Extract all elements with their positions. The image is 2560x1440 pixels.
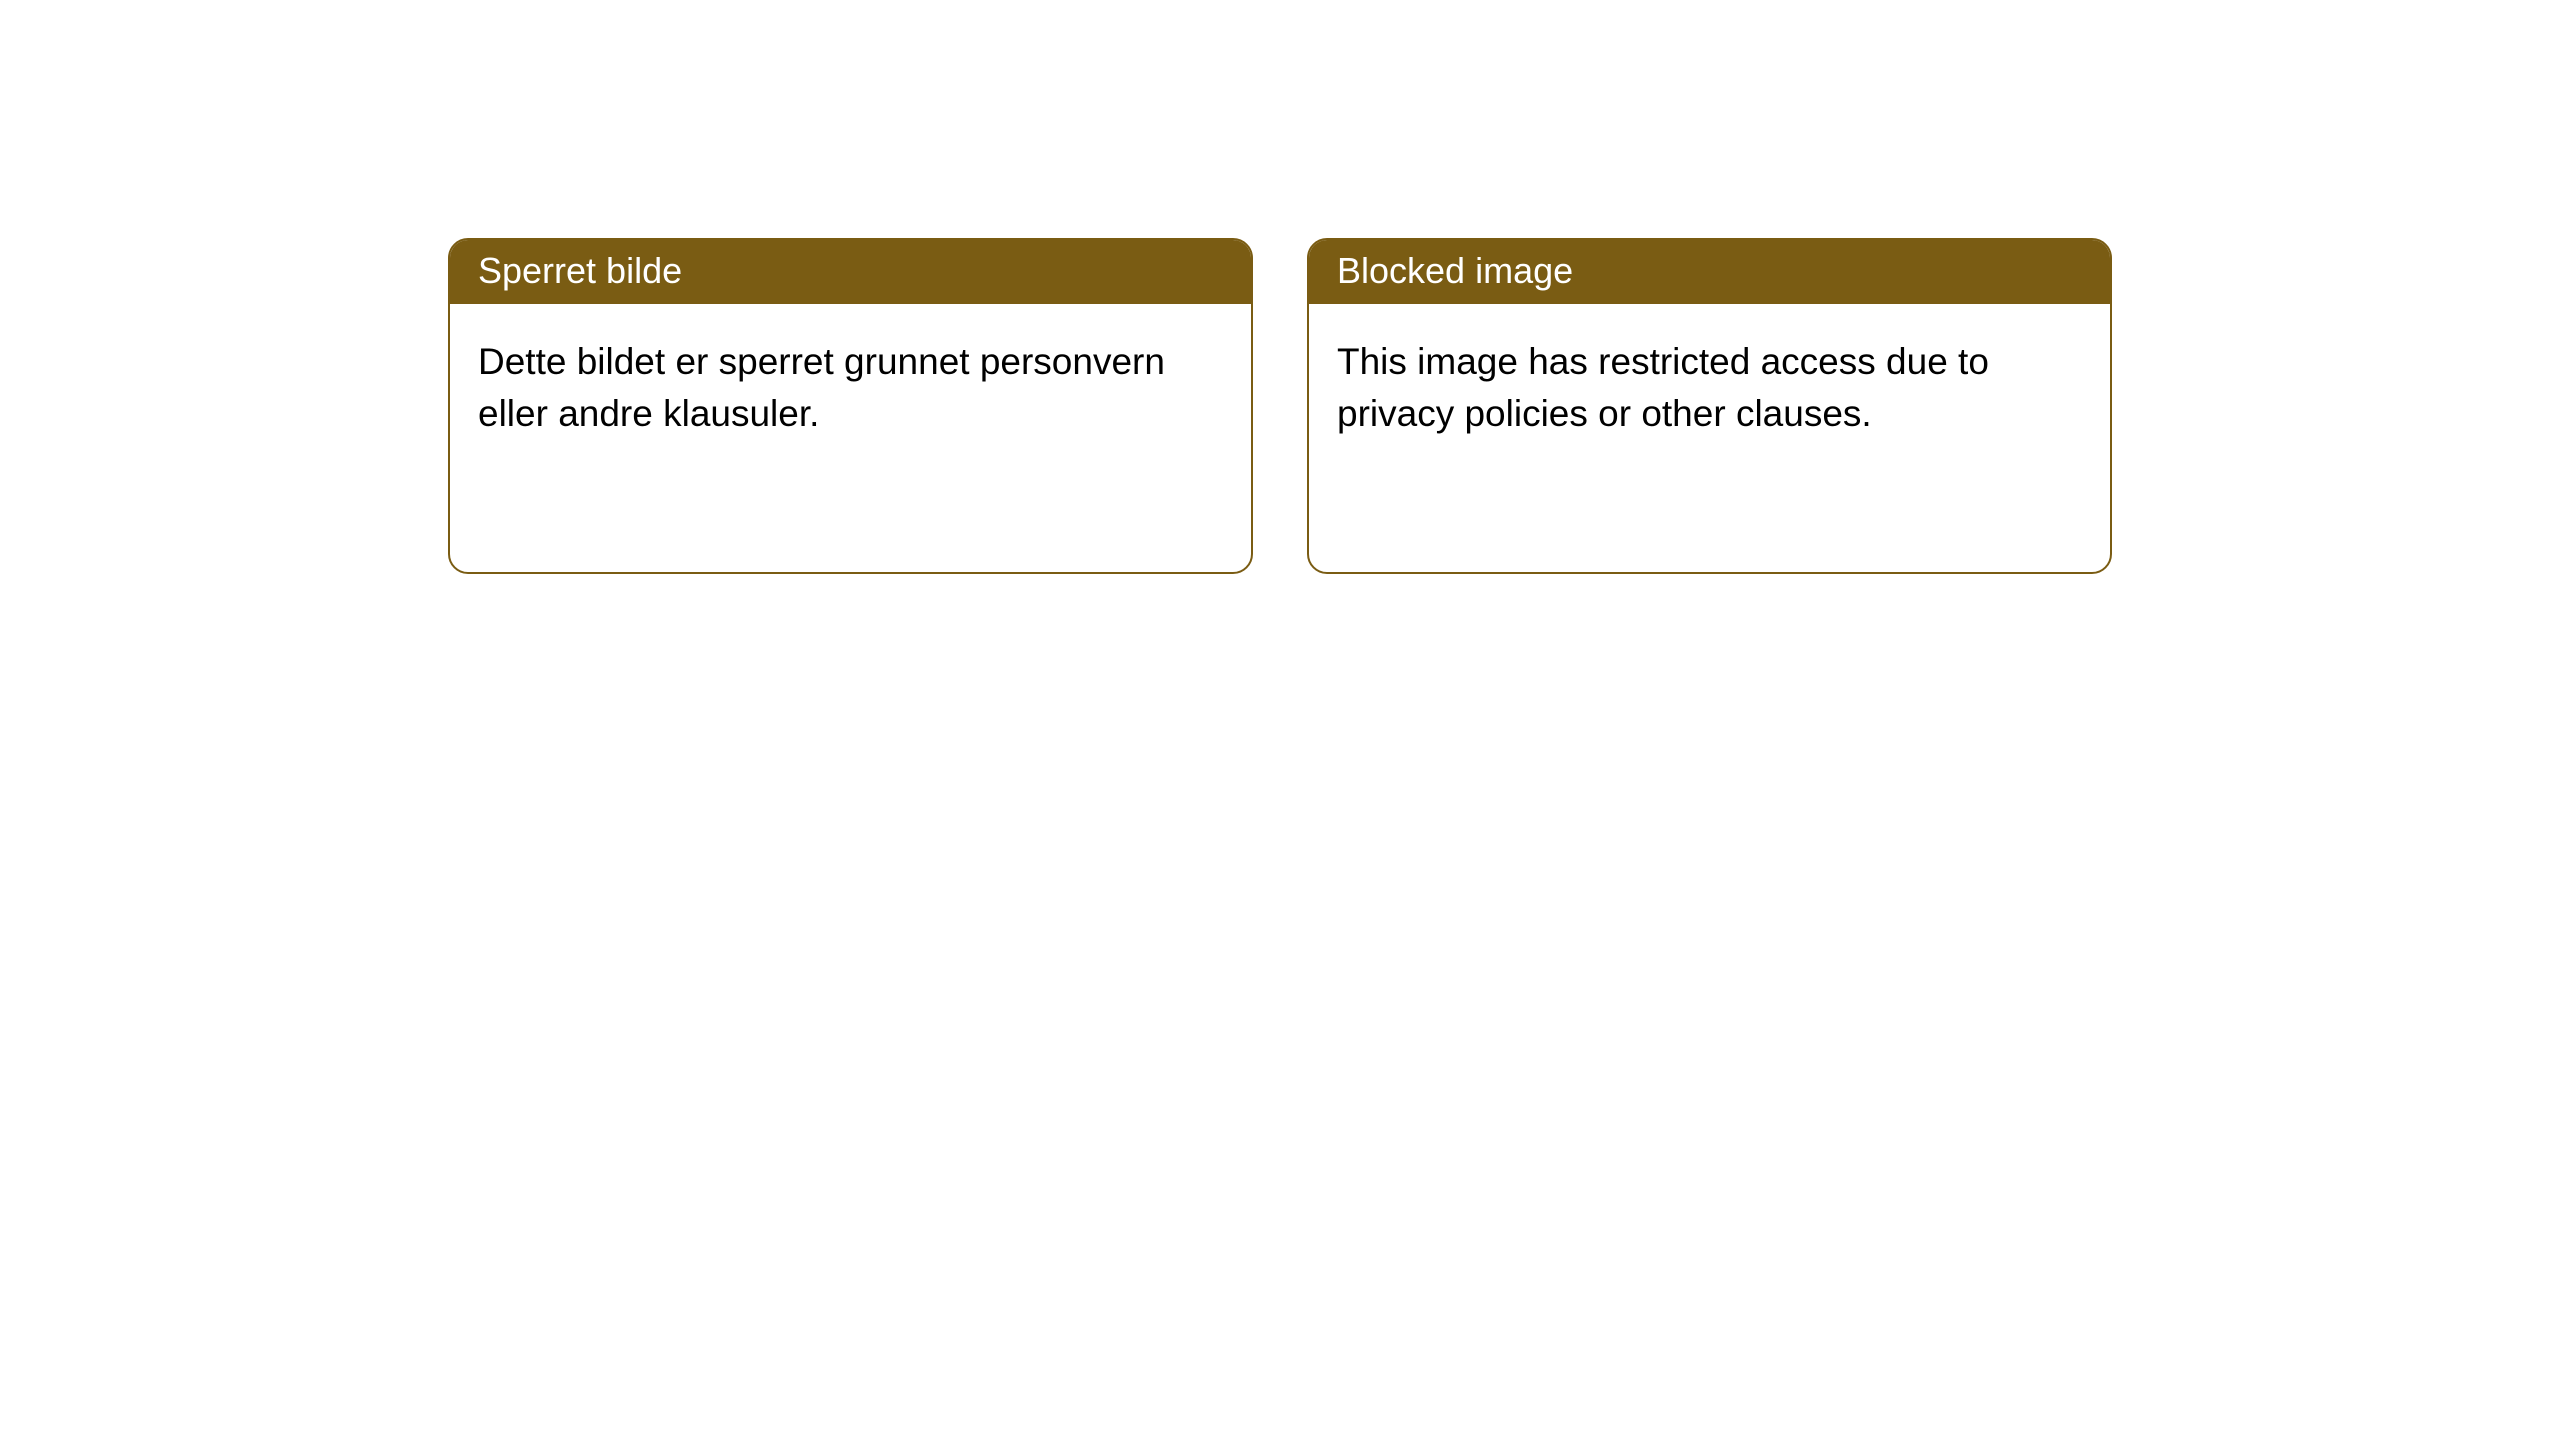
card-title: Sperret bilde <box>478 250 682 291</box>
card-message: Dette bildet er sperret grunnet personve… <box>478 341 1165 434</box>
card-body: This image has restricted access due to … <box>1309 304 2110 472</box>
card-title: Blocked image <box>1337 250 1573 291</box>
notice-card-english: Blocked image This image has restricted … <box>1307 238 2112 574</box>
notice-card-norwegian: Sperret bilde Dette bildet er sperret gr… <box>448 238 1253 574</box>
card-header: Blocked image <box>1309 240 2110 304</box>
notice-container: Sperret bilde Dette bildet er sperret gr… <box>0 0 2560 574</box>
card-header: Sperret bilde <box>450 240 1251 304</box>
card-body: Dette bildet er sperret grunnet personve… <box>450 304 1251 472</box>
card-message: This image has restricted access due to … <box>1337 341 1989 434</box>
